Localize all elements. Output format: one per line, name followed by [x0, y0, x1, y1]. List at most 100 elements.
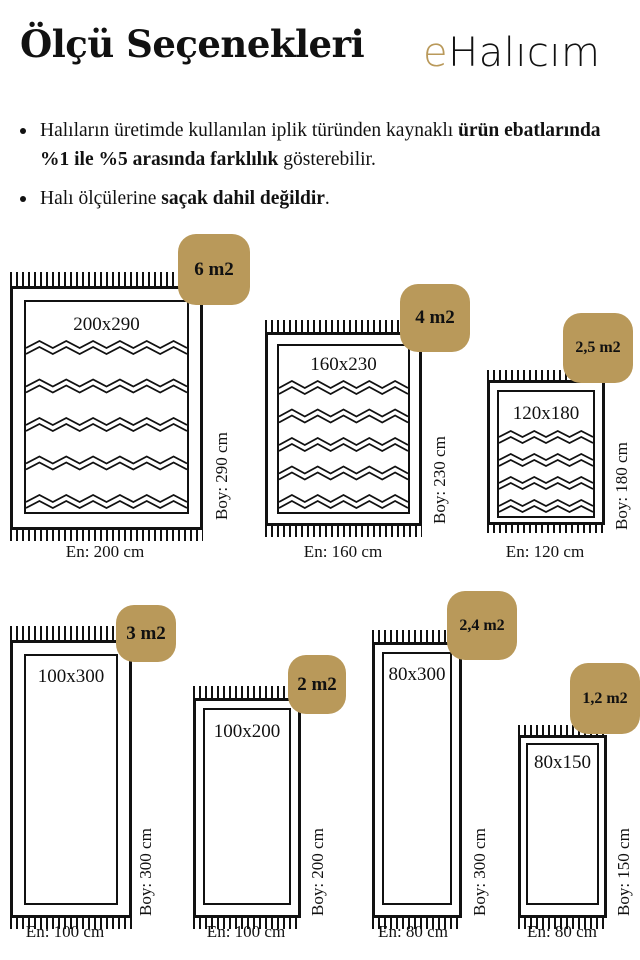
- rug-inner-border: 80x300: [382, 652, 452, 905]
- rug-size-label: 80x150: [534, 752, 591, 773]
- notes-list: Halıların üretimde kullanılan iplik türü…: [18, 116, 628, 223]
- rug-size-label: 120x180: [512, 403, 580, 424]
- length-label: Boy: 300 cm: [470, 828, 489, 916]
- logo-text: Halıcım: [448, 30, 601, 76]
- length-label: Boy: 200 cm: [308, 828, 327, 916]
- rug-outer-border: 200x290: [10, 286, 203, 530]
- zigzag-line: [26, 461, 187, 471]
- width-label: En: 200 cm: [65, 542, 145, 561]
- rug-120x180: 120x180: [487, 370, 605, 533]
- rug-100x300: 100x300: [10, 626, 132, 929]
- zigzag-line: [279, 499, 408, 510]
- fringe-bottom: [518, 918, 607, 929]
- width-label: En: 120 cm: [505, 542, 585, 561]
- note-text: Halı ölçülerine: [40, 188, 162, 209]
- zigzag-line: [499, 475, 593, 485]
- fringe-top: [265, 320, 422, 332]
- rug-outer-border: 160x230: [265, 332, 422, 526]
- area-badge: 1,2 m2: [570, 663, 640, 734]
- rug-size-label: 100x300: [37, 666, 105, 687]
- note-bold-text: saçak dahil değildir: [161, 188, 325, 209]
- zigzag-line: [279, 385, 408, 396]
- rug-inner-border: 100x200: [203, 708, 291, 905]
- zigzag-pattern: [26, 339, 187, 510]
- zigzag-pattern: [279, 379, 408, 510]
- width-label: En: 160 cm: [303, 542, 383, 561]
- zigzag-line: [26, 384, 187, 394]
- rug-outer-border: 100x200: [193, 698, 301, 918]
- rug-inner-border: 100x300: [24, 654, 118, 905]
- rug-size-label: 160x230: [310, 354, 377, 375]
- zigzag-line: [499, 498, 593, 508]
- rug-outer-border: 80x300: [372, 642, 462, 918]
- note-text: gösterebilir.: [278, 149, 376, 170]
- length-label: Boy: 150 cm: [614, 828, 633, 916]
- fringe-bottom: [265, 526, 422, 537]
- area-badge: 2,4 m2: [447, 591, 517, 660]
- fringe-bottom: [10, 530, 203, 541]
- area-badge: 2 m2: [288, 655, 346, 714]
- zigzag-line: [26, 345, 187, 356]
- note-item: Halı ölçülerine saçak dahil değildir.: [18, 184, 628, 213]
- area-badge: 2,5 m2: [563, 313, 633, 383]
- width-label: En: 80 cm: [527, 922, 597, 941]
- fringe-top: [10, 272, 203, 286]
- fringe-top: [193, 686, 301, 698]
- zigzag-line: [279, 408, 408, 418]
- rug-size-label: 80x300: [388, 664, 446, 685]
- rug-80x300: 80x300: [372, 630, 462, 929]
- rug-outer-border: 80x150: [518, 735, 607, 918]
- rug-100x200: 100x200: [193, 686, 301, 929]
- rug-outer-border: 100x300: [10, 640, 132, 918]
- area-badge: 4 m2: [400, 284, 470, 352]
- length-label: Boy: 290 cm: [212, 432, 231, 520]
- rug-size-label: 100x200: [213, 721, 281, 742]
- fringe-top: [487, 370, 605, 380]
- note-text: Halıların üretimde kullanılan iplik türü…: [40, 120, 459, 141]
- rug-160x230: 160x230: [265, 320, 422, 537]
- rug-inner-border: 200x290: [24, 300, 189, 514]
- length-label: Boy: 230 cm: [430, 436, 449, 524]
- fringe-top: [518, 725, 607, 735]
- zigzag-line: [26, 499, 187, 510]
- area-badge: 3 m2: [116, 605, 176, 662]
- fringe-top: [10, 626, 132, 640]
- zigzag-line: [26, 378, 187, 388]
- logo-e: e: [423, 30, 449, 76]
- fringe-bottom: [487, 525, 605, 533]
- zigzag-line: [279, 414, 408, 424]
- note-item: Halıların üretimde kullanılan iplik türü…: [18, 116, 628, 174]
- rug-inner-border: 160x230: [277, 344, 410, 514]
- fringe-bottom: [193, 918, 301, 929]
- zigzag-line: [499, 481, 593, 491]
- zigzag-line: [279, 442, 408, 453]
- zigzag-line: [499, 452, 593, 462]
- width-label: En: 80 cm: [378, 922, 448, 941]
- zigzag-line: [499, 435, 593, 445]
- fringe-bottom: [372, 918, 462, 929]
- zigzag-line: [279, 471, 408, 481]
- fringe-bottom: [10, 918, 132, 929]
- width-label: En: 100 cm: [206, 922, 286, 941]
- zigzag-line: [279, 493, 408, 504]
- note-bold-text: ürün ebatlarında %1 ile %5 arasında fark…: [40, 120, 601, 170]
- rug-size-label: 200x290: [73, 314, 140, 335]
- length-label: Boy: 300 cm: [136, 828, 155, 916]
- zigzag-pattern: [499, 429, 593, 514]
- zigzag-line: [499, 504, 593, 514]
- zigzag-line: [499, 458, 593, 468]
- rug-outer-border: 120x180: [487, 380, 605, 525]
- zigzag-line: [26, 416, 187, 427]
- zigzag-line: [26, 422, 187, 433]
- note-text: .: [324, 188, 330, 209]
- zigzag-line: [26, 455, 187, 465]
- width-label: En: 100 cm: [25, 922, 105, 941]
- rug-inner-border: 120x180: [497, 390, 595, 518]
- length-label: Boy: 180 cm: [612, 442, 631, 530]
- page-title: Ölçü Seçenekleri: [20, 22, 365, 66]
- zigzag-line: [26, 493, 187, 504]
- zigzag-line: [279, 465, 408, 475]
- area-badge: 6 m2: [178, 234, 250, 305]
- brand-logo: eHalıcım: [423, 30, 601, 76]
- fringe-top: [372, 630, 462, 642]
